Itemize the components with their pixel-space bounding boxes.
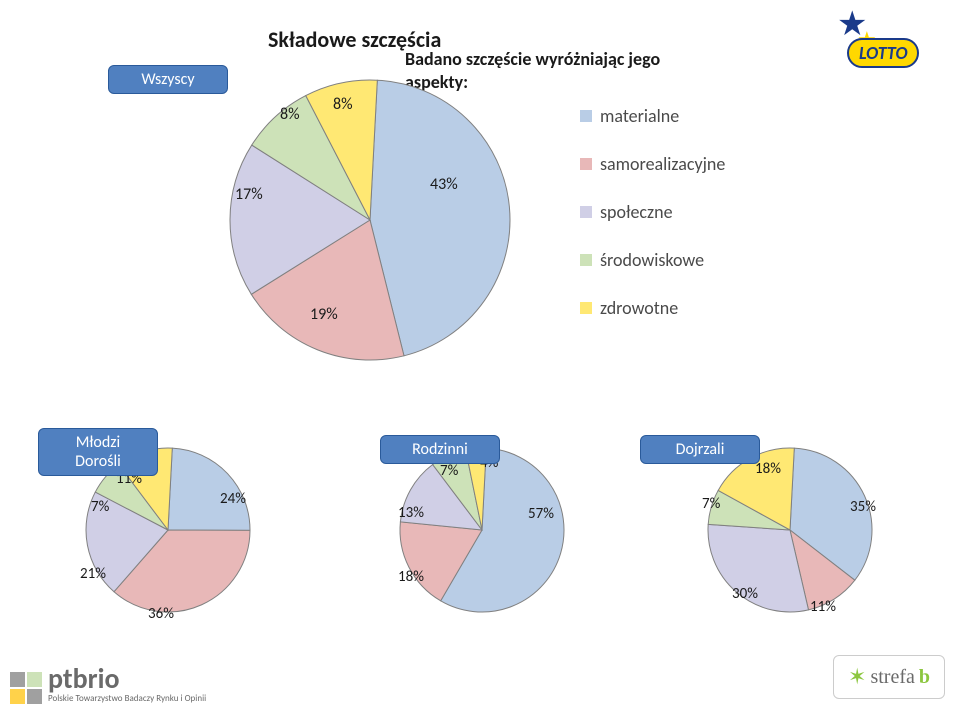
pct-label: 18% [755,460,781,478]
pct-label: 57% [528,505,554,523]
pct-label: 43% [430,175,458,194]
ptbrio-logo: ptbrio Polskie Towarzystwo Badaczy Rynku… [10,666,206,704]
pct-label: 8% [333,95,353,114]
square-icon [27,672,42,687]
ptbrio-text: ptbrio [48,666,206,691]
pct-label: 7% [91,498,109,516]
pct-label: 18% [398,568,424,586]
strefa-logo: ✶ strefa b [833,655,945,699]
pct-label: 21% [80,565,106,583]
pct-label: 7% [702,495,720,513]
pct-label: 36% [148,605,174,623]
group-tag: Dojrzali [640,435,760,464]
square-icon [10,689,25,704]
ptbrio-subtitle: Polskie Towarzystwo Badaczy Rynku i Opin… [48,693,206,704]
pct-label: 24% [220,490,246,508]
pct-label: 17% [235,185,263,204]
pct-label: 35% [850,498,876,516]
pct-label: 8% [280,105,300,124]
pct-label: 11% [810,598,836,616]
square-icon [10,672,25,687]
pct-label: 13% [398,504,424,522]
square-icon [27,689,42,704]
pct-label: 30% [732,585,758,603]
strefa-b: b [919,666,930,689]
group-tag: MłodziDorośli [38,428,158,476]
strefa-text: strefa [870,666,914,689]
group-tag: Wszyscy [108,65,228,94]
pct-label: 19% [310,305,338,324]
pct-label: 7% [440,462,458,480]
star-icon: ✶ [848,664,866,690]
group-tag: Rodzinni [380,435,500,464]
